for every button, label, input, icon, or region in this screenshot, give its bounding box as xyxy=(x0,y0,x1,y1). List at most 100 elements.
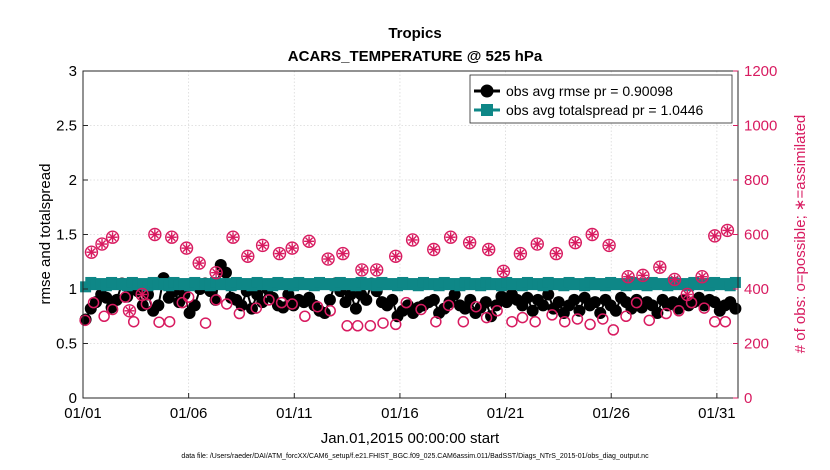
obs-possible-point xyxy=(630,296,643,309)
series-2 xyxy=(79,291,732,336)
obs-possible-point xyxy=(415,303,427,316)
obs-possible-point xyxy=(491,305,503,317)
obs-possible-point xyxy=(324,305,336,317)
rmse-point xyxy=(708,296,721,309)
obs-assimilated-point xyxy=(720,223,735,238)
rmse-point xyxy=(542,288,555,301)
x-tick-label: 01/16 xyxy=(381,405,419,422)
rmse-point xyxy=(651,306,664,319)
obs-assimilated-ring xyxy=(653,260,667,274)
obs-assimilated-spoke xyxy=(108,233,117,242)
obs-possible-point xyxy=(182,291,195,303)
obs-assimilated-point xyxy=(355,263,369,277)
obs-assimilated-ring xyxy=(568,235,583,250)
rmse-point xyxy=(282,288,295,301)
obs-assimilated-point xyxy=(667,272,682,287)
y2-tick-label: 200 xyxy=(744,336,769,353)
rmse-point xyxy=(552,296,565,309)
obs-assimilated-point xyxy=(636,268,650,283)
obs-assimilated-ring xyxy=(84,245,99,259)
obs-assimilated-spoke xyxy=(288,244,297,253)
obs-assimilated-ring xyxy=(192,256,206,270)
obs-possible-point xyxy=(442,299,455,312)
y-tick-label: 3 xyxy=(69,63,77,80)
obs-assimilated-ring xyxy=(549,246,563,261)
obs-assimilated-ring xyxy=(496,264,511,278)
obs-assimilated-spoke xyxy=(275,249,284,258)
y2-tick-label: 800 xyxy=(744,172,769,189)
obs-assimilated-spoke xyxy=(723,226,732,235)
obs-assimilated-point xyxy=(105,230,120,244)
rmse-point xyxy=(219,266,232,279)
obs-assimilated-point xyxy=(148,227,162,242)
obs-assimilated-ring xyxy=(369,263,384,277)
obs-assimilated-spoke xyxy=(243,252,252,261)
obs-possible-point xyxy=(673,305,685,317)
rmse-point xyxy=(526,304,539,317)
obs-assimilated-point xyxy=(321,252,335,266)
rmse-point xyxy=(349,302,362,315)
x-axis-label: Jan.01,2015 00:00:00 start xyxy=(321,430,500,447)
footnote: data file: /Users/raeder/DAI/ATM_forcXX/… xyxy=(181,453,649,460)
obs-assimilated-ring xyxy=(667,272,682,287)
rmse-point xyxy=(464,293,477,306)
obs-assimilated-ring xyxy=(513,246,528,261)
obs-possible-point xyxy=(286,298,298,310)
obs-assimilated-ring xyxy=(602,238,616,253)
obs-assimilated-spoke xyxy=(182,244,191,253)
x-tick-label: 01/11 xyxy=(276,405,312,422)
obs-assimilated-point xyxy=(209,265,223,280)
obs-possible-point xyxy=(98,310,110,322)
rmse-point xyxy=(100,291,113,304)
legend-box xyxy=(469,74,733,124)
rmse-point xyxy=(594,306,607,319)
obs-assimilated-spoke xyxy=(499,267,508,276)
legend-spread-label: obs avg totalspread pr = 1.0446 xyxy=(506,102,704,118)
obs-assimilated-ring xyxy=(272,246,287,261)
obs-assimilated-ring xyxy=(135,287,149,302)
x-tick-label: 01/06 xyxy=(170,405,208,422)
obs-possible-point xyxy=(516,311,529,324)
obs-assimilated-point xyxy=(427,242,441,257)
obs-assimilated-point xyxy=(226,230,240,244)
obs-assimilated-point xyxy=(302,234,316,249)
obs-assimilated-point xyxy=(653,260,667,274)
rmse-point xyxy=(729,302,742,315)
obs-assimilated-ring xyxy=(226,230,240,244)
obs-assimilated-point xyxy=(179,241,194,255)
y2-tick-label: 1200 xyxy=(744,63,777,80)
obs-assimilated-spoke xyxy=(683,290,692,299)
obs-assimilated-spoke xyxy=(305,237,314,246)
obs-assimilated-ring xyxy=(585,227,599,242)
obs-assimilated-ring xyxy=(148,227,162,242)
y2-axis-label: # of obs: o=possible; ∗=assimilated xyxy=(792,115,809,354)
rmse-point xyxy=(152,299,165,312)
obs-assimilated-point xyxy=(585,227,599,242)
obs-assimilated-spoke xyxy=(429,245,438,254)
obs-possible-point xyxy=(584,318,596,331)
rmse-point xyxy=(427,293,440,306)
obs-possible-point xyxy=(719,315,732,328)
obs-assimilated-spoke xyxy=(138,290,147,299)
obs-assimilated-spoke xyxy=(484,245,493,254)
obs-assimilated-point xyxy=(602,238,616,253)
obs-possible-point xyxy=(199,317,212,329)
y-tick-label: 1.5 xyxy=(56,227,77,244)
legend-rmse-label: obs avg rmse pr = 0.90098 xyxy=(506,83,673,99)
obs-assimilated-point xyxy=(255,238,270,253)
obs-assimilated-spoke xyxy=(670,275,679,284)
obs-assimilated-point xyxy=(95,237,109,251)
obs-possible-point xyxy=(127,315,140,328)
obs-possible-point xyxy=(620,310,632,322)
obs-assimilated-ring xyxy=(462,235,477,250)
rmse-point xyxy=(256,296,269,309)
obs-assimilated-ring xyxy=(105,230,120,244)
rmse-point xyxy=(537,299,550,312)
obs-assimilated-ring xyxy=(285,241,299,255)
obs-possible-point xyxy=(119,291,132,303)
obs-assimilated-spoke xyxy=(87,248,96,257)
obs-assimilated-ring xyxy=(321,252,335,266)
obs-possible-point xyxy=(571,313,584,325)
obs-possible-point xyxy=(263,294,275,306)
